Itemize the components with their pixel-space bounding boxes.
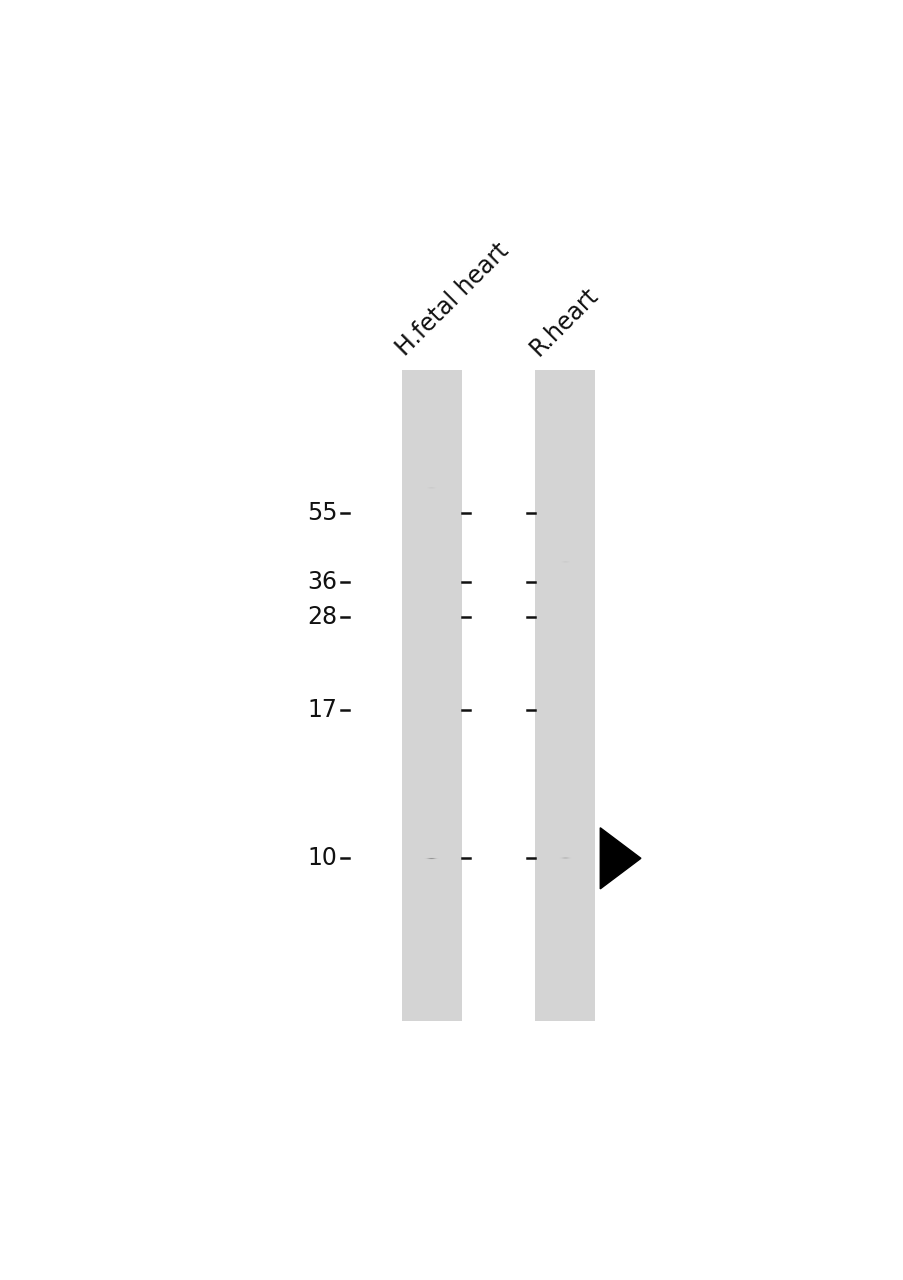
Text: H.fetal heart: H.fetal heart [392, 238, 514, 361]
Polygon shape [600, 828, 640, 888]
Text: 36: 36 [307, 571, 337, 594]
Text: 55: 55 [306, 502, 337, 525]
Bar [402, 370, 461, 1021]
Text: 17: 17 [307, 699, 337, 722]
Bar [535, 370, 594, 1021]
Text: 10: 10 [307, 846, 337, 870]
Text: R.heart: R.heart [525, 283, 602, 361]
Text: 28: 28 [307, 605, 337, 628]
